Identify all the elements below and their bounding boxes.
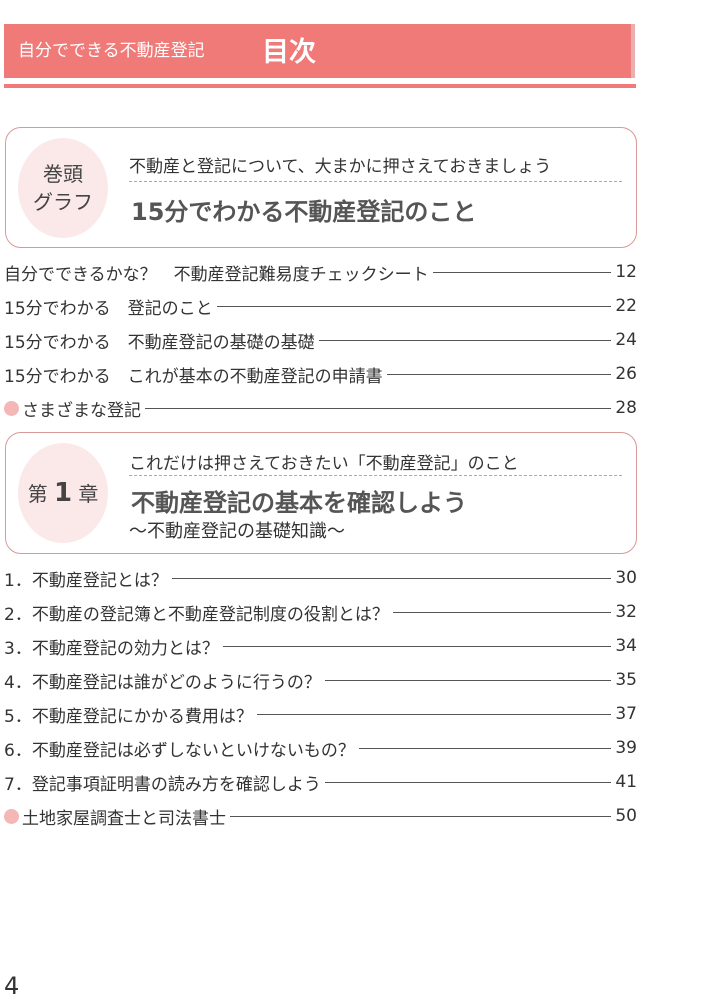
toc-entry[interactable]: 4．不動産登記は誰がどのように行うの？ 35 bbox=[4, 668, 637, 693]
leader-line bbox=[324, 679, 612, 681]
section-subtitle: 不動産と登記について、大まかに押さえておきましょう bbox=[129, 157, 552, 177]
badge-line: 巻頭 bbox=[43, 162, 83, 186]
bullet-marker-icon bbox=[4, 808, 19, 824]
toc-entry[interactable]: 5．不動産登記にかかる費用は？ 37 bbox=[4, 702, 637, 727]
section-badge: 巻頭 グラフ bbox=[18, 138, 108, 238]
badge-part: 第 bbox=[27, 481, 48, 506]
entry-page: 41 bbox=[615, 772, 637, 792]
leader-line bbox=[392, 611, 612, 613]
leader-line bbox=[216, 305, 612, 307]
entry-title: 自分でできるかな？ 不動産登記難易度チェックシート bbox=[4, 264, 429, 285]
entry-page: 34 bbox=[615, 636, 637, 656]
section-subtitle: これだけは押さえておきたい「不動産登記」のこと bbox=[129, 454, 519, 474]
header-underline bbox=[4, 84, 636, 88]
entry-page: 32 bbox=[615, 602, 637, 622]
entry-title: 4．不動産登記は誰がどのように行うの？ bbox=[4, 672, 321, 693]
leader-line bbox=[230, 815, 612, 817]
leader-line bbox=[171, 577, 612, 579]
entry-page: 28 bbox=[615, 398, 637, 418]
dotted-divider bbox=[129, 181, 622, 182]
toc-entry[interactable]: 15分でわかる 登記のこと 22 bbox=[4, 294, 637, 319]
entry-page: 30 bbox=[615, 568, 637, 588]
badge-part: 章 bbox=[78, 481, 99, 506]
entry-title: 3．不動産登記の効力とは？ bbox=[4, 638, 219, 659]
entry-page: 50 bbox=[615, 806, 637, 826]
section-box-frontispiece: 巻頭グラフ 不動産と登記について、大まかに押さえておきましょう 15分でわかる不… bbox=[5, 127, 637, 248]
entry-title: 6．不動産登記は必ずしないといけないもの？ bbox=[4, 740, 355, 761]
entry-title: 1．不動産登記とは？ bbox=[4, 570, 168, 591]
entry-page: 12 bbox=[615, 262, 637, 282]
leader-line bbox=[145, 407, 612, 409]
entry-title: 15分でわかる これが基本の不動産登記の申請書 bbox=[4, 366, 383, 387]
series-title: 自分でできる不動産登記 bbox=[18, 41, 205, 61]
toc-entry[interactable]: 15分でわかる これが基本の不動産登記の申請書 26 bbox=[4, 362, 637, 387]
leader-line bbox=[358, 747, 612, 749]
entry-title: さまざまな登記 bbox=[22, 400, 141, 421]
bullet-marker-icon bbox=[4, 400, 19, 416]
entry-title: 15分でわかる 不動産登記の基礎の基礎 bbox=[4, 332, 315, 353]
entry-title: 7．登記事項証明書の読み方を確認しよう bbox=[4, 774, 321, 795]
toc-entry[interactable]: 2．不動産の登記簿と不動産登記制度の役割とは？ 32 bbox=[4, 600, 637, 625]
section-badge: 第 1 章 bbox=[18, 443, 108, 543]
toc-entry[interactable]: 自分でできるかな？ 不動産登記難易度チェックシート 12 bbox=[4, 260, 637, 285]
toc-entry[interactable]: 7．登記事項証明書の読み方を確認しよう 41 bbox=[4, 770, 637, 795]
badge-part: 1 bbox=[53, 477, 73, 508]
dotted-divider bbox=[129, 475, 622, 476]
entry-page: 24 bbox=[615, 330, 637, 350]
toc-entry[interactable]: 15分でわかる 不動産登記の基礎の基礎 24 bbox=[4, 328, 637, 353]
entry-title: 15分でわかる 登記のこと bbox=[4, 298, 213, 319]
entry-page: 39 bbox=[615, 738, 637, 758]
toc-entry[interactable]: 3．不動産登記の効力とは？ 34 bbox=[4, 634, 637, 659]
page-title: 目次 bbox=[262, 37, 316, 68]
badge-line: グラフ bbox=[33, 190, 93, 214]
entry-page: 37 bbox=[615, 704, 637, 724]
section-title: 不動産登記の基本を確認しよう bbox=[131, 489, 467, 517]
entry-page: 35 bbox=[615, 670, 637, 690]
toc-entry[interactable]: さまざまな登記 28 bbox=[4, 396, 637, 421]
entry-title: 5．不動産登記にかかる費用は？ bbox=[4, 706, 253, 727]
toc-entry[interactable]: 1．不動産登記とは？ 30 bbox=[4, 566, 637, 591]
leader-line bbox=[256, 713, 612, 715]
page-number: 4 bbox=[4, 972, 20, 1000]
entry-title: 土地家屋調査士と司法書士 bbox=[22, 808, 226, 829]
leader-line bbox=[222, 645, 612, 647]
leader-line bbox=[386, 373, 612, 375]
leader-line bbox=[318, 339, 612, 341]
toc-entry[interactable]: 6．不動産登記は必ずしないといけないもの？ 39 bbox=[4, 736, 637, 761]
section-title: 15分でわかる不動産登記のこと bbox=[131, 198, 477, 226]
entry-page: 22 bbox=[615, 296, 637, 316]
section-box-chapter-1: 第 1 章 これだけは押さえておきたい「不動産登記」のこと 不動産登記の基本を確… bbox=[5, 432, 637, 554]
leader-line bbox=[432, 271, 612, 273]
leader-line bbox=[324, 781, 612, 783]
entry-page: 26 bbox=[615, 364, 637, 384]
section-tagline: ～不動産登記の基礎知識～ bbox=[129, 521, 345, 542]
header-band bbox=[4, 24, 635, 78]
entry-title: 2．不動産の登記簿と不動産登記制度の役割とは？ bbox=[4, 604, 389, 625]
toc-entry[interactable]: 土地家屋調査士と司法書士 50 bbox=[4, 804, 637, 829]
